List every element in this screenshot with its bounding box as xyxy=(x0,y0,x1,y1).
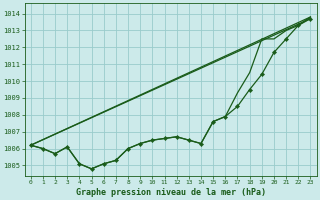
X-axis label: Graphe pression niveau de la mer (hPa): Graphe pression niveau de la mer (hPa) xyxy=(76,188,266,197)
